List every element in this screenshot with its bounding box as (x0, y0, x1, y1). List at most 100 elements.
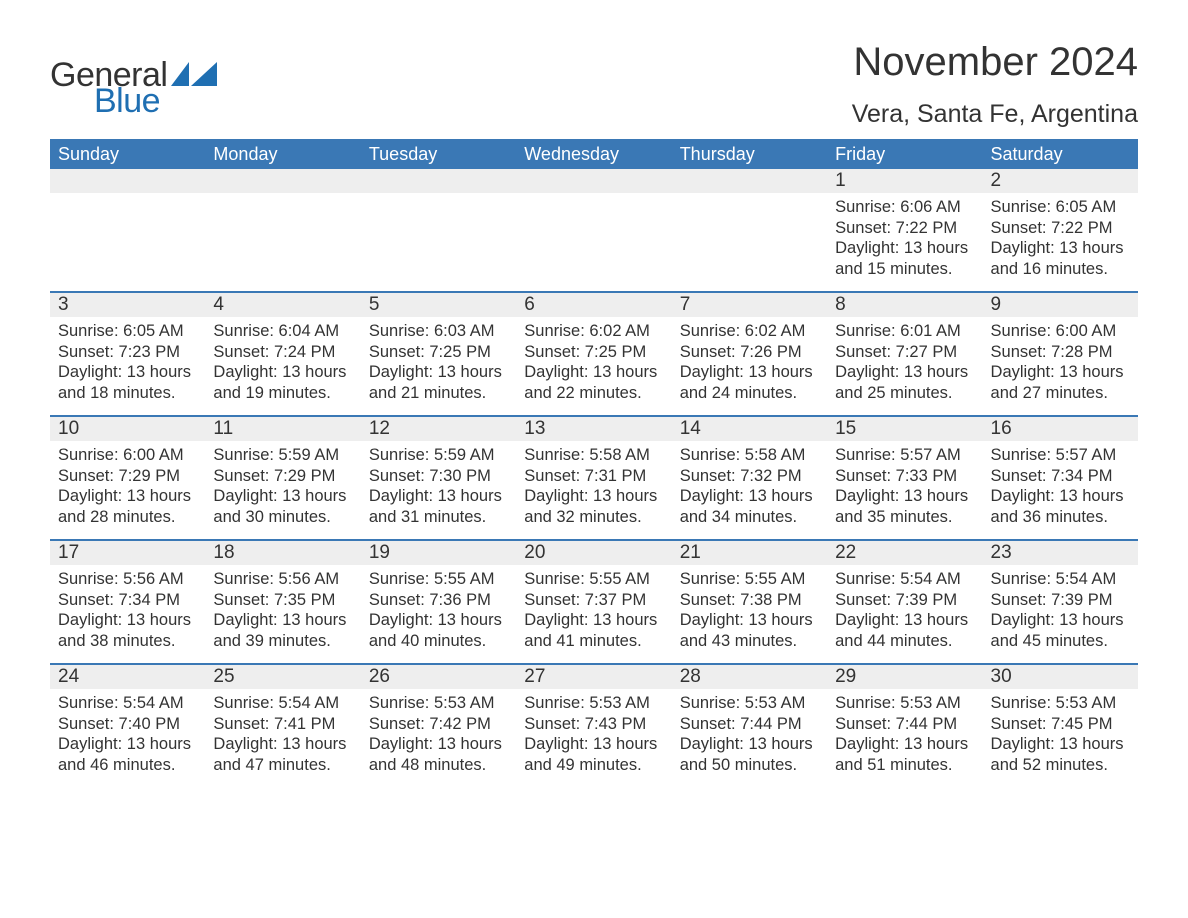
day-cell: 15Sunrise: 5:57 AMSunset: 7:33 PMDayligh… (827, 417, 982, 539)
day-cell: 18Sunrise: 5:56 AMSunset: 7:35 PMDayligh… (205, 541, 360, 663)
sunset-line: Sunset: 7:31 PM (524, 466, 663, 487)
day-details: Sunrise: 5:56 AMSunset: 7:35 PMDaylight:… (205, 565, 360, 652)
day-details: Sunrise: 5:57 AMSunset: 7:33 PMDaylight:… (827, 441, 982, 528)
daylight-line: Daylight: 13 hours and 27 minutes. (991, 362, 1130, 403)
day-cell: 23Sunrise: 5:54 AMSunset: 7:39 PMDayligh… (983, 541, 1138, 663)
daylight-line: Daylight: 13 hours and 25 minutes. (835, 362, 974, 403)
day-details: Sunrise: 5:59 AMSunset: 7:30 PMDaylight:… (361, 441, 516, 528)
daylight-line: Daylight: 13 hours and 50 minutes. (680, 734, 819, 775)
sunrise-line: Sunrise: 5:53 AM (835, 693, 974, 714)
week-row: 1Sunrise: 6:06 AMSunset: 7:22 PMDaylight… (50, 169, 1138, 291)
day-cell: 9Sunrise: 6:00 AMSunset: 7:28 PMDaylight… (983, 293, 1138, 415)
sunset-line: Sunset: 7:42 PM (369, 714, 508, 735)
day-number: 11 (205, 417, 360, 441)
sunrise-line: Sunrise: 5:53 AM (369, 693, 508, 714)
day-details: Sunrise: 5:58 AMSunset: 7:32 PMDaylight:… (672, 441, 827, 528)
daylight-line: Daylight: 13 hours and 39 minutes. (213, 610, 352, 651)
sunset-line: Sunset: 7:25 PM (524, 342, 663, 363)
daylight-line: Daylight: 13 hours and 30 minutes. (213, 486, 352, 527)
daylight-line: Daylight: 13 hours and 46 minutes. (58, 734, 197, 775)
day-number: 20 (516, 541, 671, 565)
day-cell: 24Sunrise: 5:54 AMSunset: 7:40 PMDayligh… (50, 665, 205, 787)
day-details: Sunrise: 6:03 AMSunset: 7:25 PMDaylight:… (361, 317, 516, 404)
day-details: Sunrise: 5:53 AMSunset: 7:44 PMDaylight:… (827, 689, 982, 776)
day-cell: 19Sunrise: 5:55 AMSunset: 7:36 PMDayligh… (361, 541, 516, 663)
day-details: Sunrise: 6:06 AMSunset: 7:22 PMDaylight:… (827, 193, 982, 280)
day-details: Sunrise: 6:02 AMSunset: 7:25 PMDaylight:… (516, 317, 671, 404)
weeks-container: 1Sunrise: 6:06 AMSunset: 7:22 PMDaylight… (50, 169, 1138, 787)
day-cell: 3Sunrise: 6:05 AMSunset: 7:23 PMDaylight… (50, 293, 205, 415)
day-number: 5 (361, 293, 516, 317)
week-row: 17Sunrise: 5:56 AMSunset: 7:34 PMDayligh… (50, 539, 1138, 663)
day-details: Sunrise: 5:58 AMSunset: 7:31 PMDaylight:… (516, 441, 671, 528)
sunrise-line: Sunrise: 6:02 AM (524, 321, 663, 342)
day-number: 29 (827, 665, 982, 689)
empty-daynum-bar (516, 169, 671, 193)
sunrise-line: Sunrise: 6:06 AM (835, 197, 974, 218)
sunrise-line: Sunrise: 6:01 AM (835, 321, 974, 342)
sunset-line: Sunset: 7:29 PM (213, 466, 352, 487)
empty-daynum-bar (361, 169, 516, 193)
daylight-line: Daylight: 13 hours and 19 minutes. (213, 362, 352, 403)
flag-icon (171, 62, 217, 90)
day-cell: 11Sunrise: 5:59 AMSunset: 7:29 PMDayligh… (205, 417, 360, 539)
daylight-line: Daylight: 13 hours and 21 minutes. (369, 362, 508, 403)
sunset-line: Sunset: 7:37 PM (524, 590, 663, 611)
week-row: 24Sunrise: 5:54 AMSunset: 7:40 PMDayligh… (50, 663, 1138, 787)
day-cell: 7Sunrise: 6:02 AMSunset: 7:26 PMDaylight… (672, 293, 827, 415)
day-details: Sunrise: 5:53 AMSunset: 7:43 PMDaylight:… (516, 689, 671, 776)
day-number: 8 (827, 293, 982, 317)
day-cell (50, 169, 205, 291)
empty-daynum-bar (672, 169, 827, 193)
day-number: 18 (205, 541, 360, 565)
week-row: 3Sunrise: 6:05 AMSunset: 7:23 PMDaylight… (50, 291, 1138, 415)
day-number: 14 (672, 417, 827, 441)
sunrise-line: Sunrise: 6:02 AM (680, 321, 819, 342)
day-number: 17 (50, 541, 205, 565)
day-number: 3 (50, 293, 205, 317)
sunset-line: Sunset: 7:39 PM (835, 590, 974, 611)
day-cell: 28Sunrise: 5:53 AMSunset: 7:44 PMDayligh… (672, 665, 827, 787)
day-number: 13 (516, 417, 671, 441)
daylight-line: Daylight: 13 hours and 22 minutes. (524, 362, 663, 403)
sunrise-line: Sunrise: 5:54 AM (58, 693, 197, 714)
day-details: Sunrise: 5:54 AMSunset: 7:39 PMDaylight:… (983, 565, 1138, 652)
day-details: Sunrise: 5:53 AMSunset: 7:42 PMDaylight:… (361, 689, 516, 776)
daylight-line: Daylight: 13 hours and 28 minutes. (58, 486, 197, 527)
month-title: November 2024 (852, 40, 1138, 84)
day-number: 2 (983, 169, 1138, 193)
sunset-line: Sunset: 7:30 PM (369, 466, 508, 487)
sunrise-line: Sunrise: 5:57 AM (835, 445, 974, 466)
sunrise-line: Sunrise: 5:55 AM (524, 569, 663, 590)
day-cell (205, 169, 360, 291)
sunset-line: Sunset: 7:27 PM (835, 342, 974, 363)
sunrise-line: Sunrise: 6:04 AM (213, 321, 352, 342)
day-details: Sunrise: 5:54 AMSunset: 7:39 PMDaylight:… (827, 565, 982, 652)
sunset-line: Sunset: 7:44 PM (835, 714, 974, 735)
daylight-line: Daylight: 13 hours and 52 minutes. (991, 734, 1130, 775)
sunrise-line: Sunrise: 5:58 AM (680, 445, 819, 466)
sunrise-line: Sunrise: 6:05 AM (58, 321, 197, 342)
sunset-line: Sunset: 7:35 PM (213, 590, 352, 611)
day-number: 15 (827, 417, 982, 441)
dow-cell: Saturday (983, 144, 1138, 165)
daylight-line: Daylight: 13 hours and 44 minutes. (835, 610, 974, 651)
day-details: Sunrise: 6:05 AMSunset: 7:23 PMDaylight:… (50, 317, 205, 404)
day-cell: 5Sunrise: 6:03 AMSunset: 7:25 PMDaylight… (361, 293, 516, 415)
sunrise-line: Sunrise: 5:56 AM (213, 569, 352, 590)
sunrise-line: Sunrise: 5:55 AM (680, 569, 819, 590)
daylight-line: Daylight: 13 hours and 49 minutes. (524, 734, 663, 775)
day-number: 10 (50, 417, 205, 441)
day-number: 26 (361, 665, 516, 689)
day-details: Sunrise: 5:53 AMSunset: 7:45 PMDaylight:… (983, 689, 1138, 776)
title-block: November 2024 Vera, Santa Fe, Argentina (852, 40, 1138, 129)
dow-cell: Wednesday (516, 144, 671, 165)
day-details: Sunrise: 6:05 AMSunset: 7:22 PMDaylight:… (983, 193, 1138, 280)
sunset-line: Sunset: 7:43 PM (524, 714, 663, 735)
sunset-line: Sunset: 7:25 PM (369, 342, 508, 363)
daylight-line: Daylight: 13 hours and 32 minutes. (524, 486, 663, 527)
daylight-line: Daylight: 13 hours and 15 minutes. (835, 238, 974, 279)
day-number: 24 (50, 665, 205, 689)
sunset-line: Sunset: 7:41 PM (213, 714, 352, 735)
day-number: 1 (827, 169, 982, 193)
